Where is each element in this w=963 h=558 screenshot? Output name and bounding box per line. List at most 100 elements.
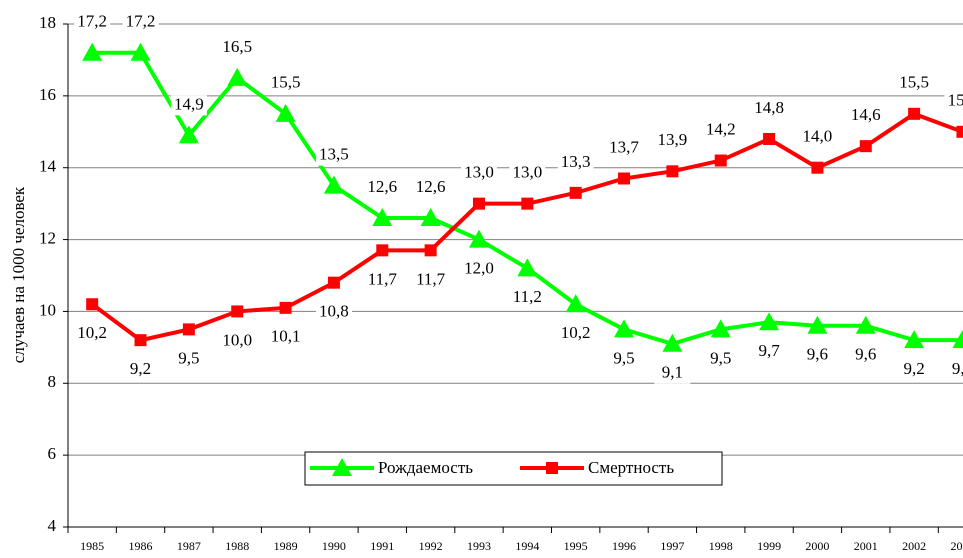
marker bbox=[569, 186, 582, 199]
y-tick-label: 4 bbox=[48, 516, 57, 535]
marker bbox=[952, 330, 963, 349]
data-label: 12,6 bbox=[416, 177, 446, 196]
marker bbox=[372, 208, 393, 227]
data-label: 9,1 bbox=[662, 363, 683, 382]
x-tick-label: 1999 bbox=[757, 539, 781, 553]
data-label: 9,6 bbox=[855, 345, 876, 364]
label-bg bbox=[847, 106, 884, 127]
y-tick-label: 14 bbox=[39, 157, 57, 176]
data-label: 9,5 bbox=[710, 348, 731, 367]
data-label: 15,5 bbox=[271, 73, 301, 92]
x-tick-label: 2002 bbox=[902, 539, 926, 553]
x-tick-label: 2001 bbox=[854, 539, 878, 553]
marker bbox=[521, 197, 534, 210]
x-tick-label: 1997 bbox=[660, 539, 684, 553]
x-tick-label: 1986 bbox=[129, 539, 153, 553]
x-tick-label: 1988 bbox=[225, 539, 249, 553]
label-bg bbox=[751, 342, 788, 363]
marker bbox=[714, 154, 727, 167]
data-label: 13,3 bbox=[561, 152, 591, 171]
marker bbox=[279, 301, 292, 314]
label-bg bbox=[944, 91, 963, 112]
label-bg bbox=[170, 349, 207, 370]
data-label: 10,2 bbox=[561, 323, 591, 342]
x-tick-label: 2003 bbox=[950, 539, 963, 553]
data-label: 9,2 bbox=[130, 359, 151, 378]
x-tick-label: 1987 bbox=[177, 539, 201, 553]
x-tick-label: 1992 bbox=[419, 539, 443, 553]
data-label: 10,2 bbox=[77, 323, 107, 342]
label-bg bbox=[364, 270, 401, 291]
marker bbox=[710, 319, 731, 338]
label-bg bbox=[944, 360, 963, 381]
y-tick-label: 10 bbox=[39, 300, 56, 319]
marker bbox=[908, 107, 921, 120]
data-label: 9,5 bbox=[178, 348, 199, 367]
data-label: 14,6 bbox=[851, 105, 881, 124]
marker bbox=[424, 244, 437, 257]
x-tick-label: 1994 bbox=[515, 539, 539, 553]
label-bg bbox=[606, 138, 643, 159]
marker bbox=[759, 312, 780, 331]
data-label: 13,7 bbox=[609, 137, 639, 156]
marker bbox=[182, 323, 195, 336]
label-bg bbox=[896, 360, 933, 381]
data-label: 15,5 bbox=[899, 73, 929, 92]
label-bg bbox=[412, 270, 449, 291]
data-label: 12,6 bbox=[367, 177, 397, 196]
label-bg bbox=[460, 163, 497, 184]
label-bg bbox=[654, 131, 691, 152]
label-bg bbox=[896, 73, 933, 94]
y-axis-label: случаев на 1000 человек bbox=[9, 186, 28, 363]
data-label: 11,7 bbox=[416, 269, 446, 288]
data-label: 13,0 bbox=[464, 163, 494, 182]
marker bbox=[178, 125, 199, 144]
data-label: 12,0 bbox=[464, 258, 494, 277]
legend: Рождаемость Смертность bbox=[304, 451, 723, 486]
label-bg bbox=[315, 302, 352, 323]
label-bg bbox=[74, 324, 111, 345]
marker bbox=[323, 175, 344, 194]
legend-label: Рождаемость bbox=[378, 458, 473, 477]
x-tick-label: 1990 bbox=[322, 539, 346, 553]
marker bbox=[275, 103, 296, 122]
data-label: 9,2 bbox=[904, 359, 925, 378]
data-label: 9,6 bbox=[807, 345, 828, 364]
marker bbox=[859, 140, 872, 153]
marker bbox=[327, 276, 340, 289]
marker bbox=[618, 172, 631, 185]
marker bbox=[811, 161, 824, 174]
x-tick-label: 1998 bbox=[709, 539, 733, 553]
x-tick-label: 1985 bbox=[80, 539, 104, 553]
marker bbox=[763, 132, 776, 145]
marker bbox=[227, 67, 248, 86]
y-tick-label: 6 bbox=[48, 444, 57, 463]
data-label: 11,7 bbox=[368, 269, 398, 288]
label-bg bbox=[799, 127, 836, 148]
label-bg bbox=[847, 345, 884, 366]
x-tick-label: 1996 bbox=[612, 539, 636, 553]
legend-label: Смертность bbox=[588, 458, 674, 477]
label-bg bbox=[702, 120, 739, 141]
data-label: 17,2 bbox=[126, 12, 156, 31]
x-tick-label: 1995 bbox=[564, 539, 588, 553]
marker bbox=[231, 305, 244, 318]
data-label: 10,8 bbox=[319, 302, 349, 321]
data-label: 14,2 bbox=[706, 119, 736, 138]
legend-box bbox=[304, 451, 723, 486]
label-bg bbox=[122, 360, 159, 381]
data-label: 14,8 bbox=[754, 98, 784, 117]
label-bg bbox=[412, 178, 449, 199]
label-bg bbox=[509, 288, 546, 309]
data-label: 9,7 bbox=[758, 341, 780, 360]
data-label: 13,9 bbox=[658, 130, 688, 149]
label-bg bbox=[509, 163, 546, 184]
marker bbox=[956, 125, 963, 138]
label-bg bbox=[219, 331, 256, 352]
data-label: 15,0 bbox=[948, 91, 963, 110]
marker bbox=[130, 42, 151, 61]
marker bbox=[614, 319, 635, 338]
label-bg bbox=[122, 12, 159, 33]
data-label: 16,5 bbox=[222, 37, 252, 56]
label-bg bbox=[654, 363, 691, 384]
